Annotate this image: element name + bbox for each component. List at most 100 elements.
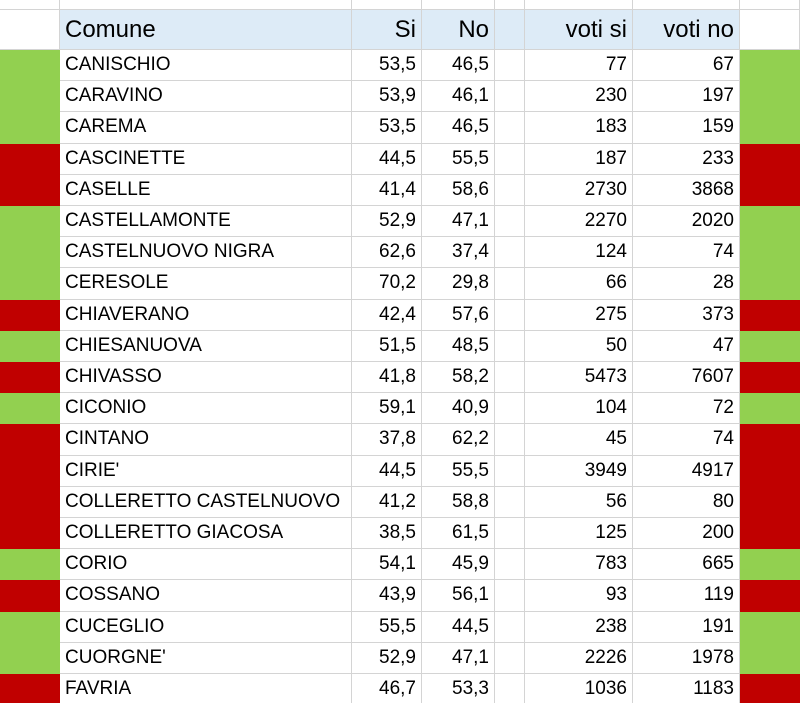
cell: 44,5	[352, 455, 422, 487]
cell: 2270	[525, 206, 633, 238]
cell: 7607	[633, 362, 740, 394]
row-flag	[740, 143, 800, 175]
row-flag	[0, 549, 60, 581]
cell: 373	[633, 299, 740, 331]
cell: 1183	[633, 674, 740, 703]
cell: 275	[525, 299, 633, 331]
header-cell: Comune	[60, 10, 352, 50]
row-flag	[0, 50, 60, 82]
cell: 53,5	[352, 50, 422, 82]
cell: CASELLE	[60, 174, 352, 206]
cell	[495, 81, 525, 113]
cell: CARAVINO	[60, 81, 352, 113]
cell: CHIESANUOVA	[60, 330, 352, 362]
cell: 80	[633, 486, 740, 518]
row-flag	[0, 424, 60, 456]
cell: FAVRIA	[60, 674, 352, 703]
row-flag	[740, 674, 800, 703]
cell: 59,1	[352, 393, 422, 425]
cell: 52,9	[352, 206, 422, 238]
cell: 46,5	[422, 50, 495, 82]
cell: 783	[525, 549, 633, 581]
cell: CICONIO	[60, 393, 352, 425]
cell: COSSANO	[60, 580, 352, 612]
cell	[495, 580, 525, 612]
cell: 159	[633, 112, 740, 144]
cell	[495, 299, 525, 331]
cell: 70,2	[352, 268, 422, 300]
cell: 58,2	[422, 362, 495, 394]
cell	[495, 206, 525, 238]
cell: CAREMA	[60, 112, 352, 144]
row-flag	[740, 206, 800, 238]
row-flag	[740, 549, 800, 581]
row-flag	[0, 362, 60, 394]
grid-cell	[0, 0, 60, 10]
header-cell: Si	[352, 10, 422, 50]
cell: 2730	[525, 174, 633, 206]
cell	[495, 330, 525, 362]
cell: CANISCHIO	[60, 50, 352, 82]
cell: 55,5	[422, 455, 495, 487]
cell: 56	[525, 486, 633, 518]
cell	[495, 455, 525, 487]
cell: 4917	[633, 455, 740, 487]
grid-cell	[0, 10, 60, 50]
cell	[495, 486, 525, 518]
cell: 28	[633, 268, 740, 300]
cell: 44,5	[422, 611, 495, 643]
cell: 37,4	[422, 237, 495, 269]
row-flag	[740, 112, 800, 144]
row-flag	[0, 143, 60, 175]
cell	[495, 549, 525, 581]
row-flag	[740, 330, 800, 362]
grid-cell	[740, 0, 800, 10]
cell: 56,1	[422, 580, 495, 612]
cell: 48,5	[422, 330, 495, 362]
cell: 55,5	[352, 611, 422, 643]
cell: 3868	[633, 174, 740, 206]
cell: 62,2	[422, 424, 495, 456]
cell: 230	[525, 81, 633, 113]
row-flag	[740, 268, 800, 300]
row-flag	[740, 393, 800, 425]
grid-cell	[422, 0, 495, 10]
row-flag	[0, 206, 60, 238]
cell: 74	[633, 237, 740, 269]
cell: CUORGNE'	[60, 642, 352, 674]
header-cell	[495, 10, 525, 50]
grid-cell	[495, 0, 525, 10]
cell	[495, 50, 525, 82]
cell	[495, 268, 525, 300]
cell: 53,3	[422, 674, 495, 703]
cell	[495, 362, 525, 394]
cell: 47,1	[422, 206, 495, 238]
cell	[495, 393, 525, 425]
cell: CASTELNUOVO NIGRA	[60, 237, 352, 269]
cell	[495, 611, 525, 643]
cell: 54,1	[352, 549, 422, 581]
row-flag	[740, 50, 800, 82]
cell: 77	[525, 50, 633, 82]
row-flag	[740, 299, 800, 331]
cell: 41,4	[352, 174, 422, 206]
cell: 665	[633, 549, 740, 581]
cell: 238	[525, 611, 633, 643]
cell: CERESOLE	[60, 268, 352, 300]
cell: 45	[525, 424, 633, 456]
cell: 5473	[525, 362, 633, 394]
cell: CUCEGLIO	[60, 611, 352, 643]
cell: 233	[633, 143, 740, 175]
cell: 124	[525, 237, 633, 269]
cell	[495, 518, 525, 550]
cell: CASCINETTE	[60, 143, 352, 175]
cell: 74	[633, 424, 740, 456]
cell: 47,1	[422, 642, 495, 674]
cell: 104	[525, 393, 633, 425]
cell: 37,8	[352, 424, 422, 456]
row-flag	[740, 486, 800, 518]
cell: 40,9	[422, 393, 495, 425]
cell: 38,5	[352, 518, 422, 550]
cell: 62,6	[352, 237, 422, 269]
cell: 2020	[633, 206, 740, 238]
